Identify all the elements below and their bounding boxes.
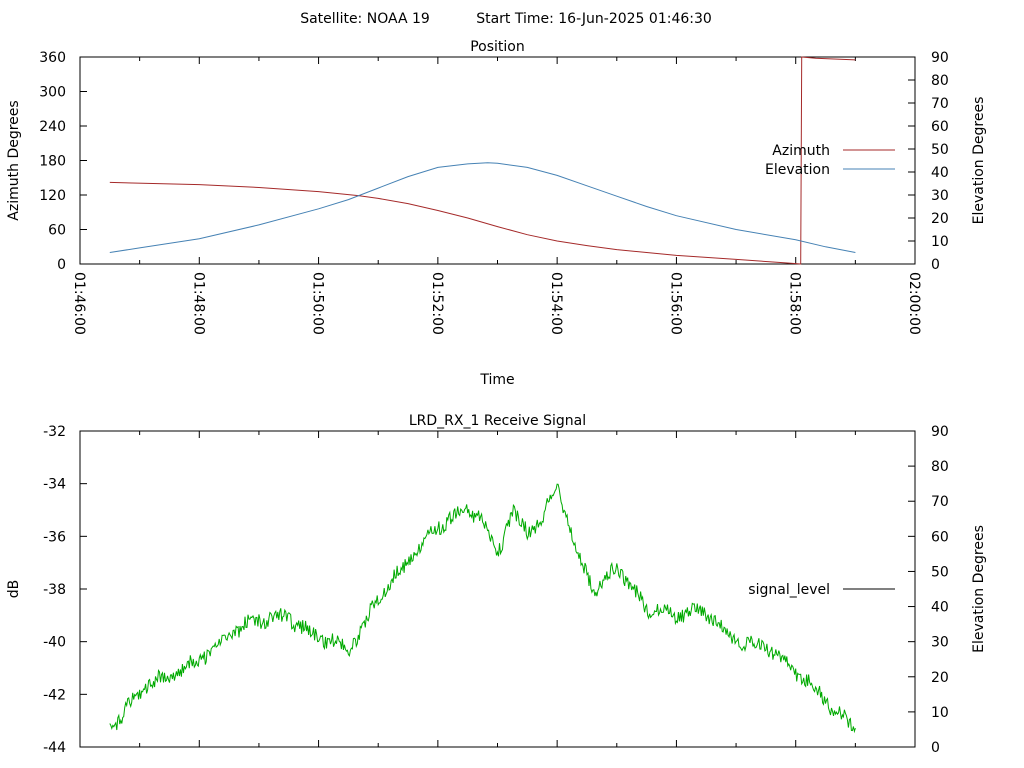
- y2-tick-label: 10: [931, 705, 949, 721]
- chart-title: Position: [470, 39, 525, 55]
- y2-tick-label: 60: [931, 529, 949, 545]
- x-tick-label: 01:54:00: [548, 272, 564, 335]
- x-tick-label: 01:46:00: [71, 272, 87, 335]
- y2-tick-label: 80: [931, 73, 949, 89]
- position-chart: Position 01:46:00 01:48:00 01:50:00 01:52:00…: [6, 39, 987, 388]
- y2-tick-label: 90: [931, 424, 949, 440]
- chart-title: LRD_RX_1 Receive Signal: [409, 413, 586, 429]
- y-tick-label: 240: [39, 119, 66, 135]
- y-tick-label: -40: [43, 635, 66, 651]
- y-tick-label: -34: [43, 477, 66, 493]
- y-tick-label: 300: [39, 85, 66, 101]
- y2-tick-label: 0: [931, 257, 940, 273]
- y2-tick-label: 70: [931, 96, 949, 112]
- y2-tick-label: 50: [931, 142, 949, 158]
- y2-tick-label: 0: [931, 740, 940, 756]
- y-tick-label: -42: [43, 687, 66, 703]
- legend-label-signal-level: signal_level: [748, 582, 830, 598]
- y2-tick-label: 30: [931, 635, 949, 651]
- series-line-azimuth: [109, 56, 856, 265]
- legend-label-azimuth: Azimuth: [772, 143, 830, 159]
- x-tick-label: 02:00:00: [906, 272, 922, 335]
- series-line-elevation: [109, 162, 856, 253]
- y2-tick-label: 40: [931, 600, 949, 616]
- y-tick-label: -36: [43, 529, 66, 545]
- x-tick-label: 01:58:00: [787, 272, 803, 335]
- y-tick-label: -32: [43, 424, 66, 440]
- y-tick-label: 60: [48, 223, 66, 239]
- y-tick-label: 180: [39, 154, 66, 170]
- series-line-signal-level: [109, 483, 856, 734]
- y2-axis-label: Elevation Degrees: [971, 525, 987, 653]
- y-tick-label: 120: [39, 188, 66, 204]
- x-tick-label: 01:48:00: [190, 272, 206, 335]
- y2-tick-label: 20: [931, 211, 949, 227]
- x-axis-label: Time: [479, 372, 514, 388]
- y2-tick-label: 70: [931, 494, 949, 510]
- x-tick-label: 01:56:00: [667, 272, 683, 335]
- y-axis-label: Azimuth Degrees: [6, 100, 22, 220]
- y2-tick-label: 90: [931, 50, 949, 66]
- x-tick-label: 01:52:00: [429, 272, 445, 335]
- y2-tick-label: 30: [931, 188, 949, 204]
- x-tick-label: 01:50:00: [310, 272, 326, 335]
- y2-tick-label: 80: [931, 459, 949, 475]
- y2-tick-label: 60: [931, 119, 949, 135]
- y-tick-label: -44: [43, 740, 66, 756]
- y-tick-label: 360: [39, 50, 66, 66]
- y2-tick-label: 40: [931, 165, 949, 181]
- y-tick-label: -38: [43, 582, 66, 598]
- legend-label-elevation: Elevation: [765, 162, 830, 178]
- satellite-label: Satellite: NOAA 19: [300, 11, 430, 27]
- plot-frame: [79, 56, 916, 265]
- receive-signal-chart: LRD_RX_1 Receive Signal -44 -42 -40 -38 -36 -3…: [6, 413, 987, 756]
- y-tick-label: 0: [57, 257, 66, 273]
- y2-tick-label: 20: [931, 670, 949, 686]
- start-time-label: Start Time: 16-Jun-2025 01:46:30: [476, 11, 712, 27]
- y2-axis-label: Elevation Degrees: [971, 97, 987, 225]
- y-axis-label: dB: [6, 580, 22, 599]
- y2-tick-label: 50: [931, 564, 949, 580]
- y2-tick-label: 10: [931, 234, 949, 250]
